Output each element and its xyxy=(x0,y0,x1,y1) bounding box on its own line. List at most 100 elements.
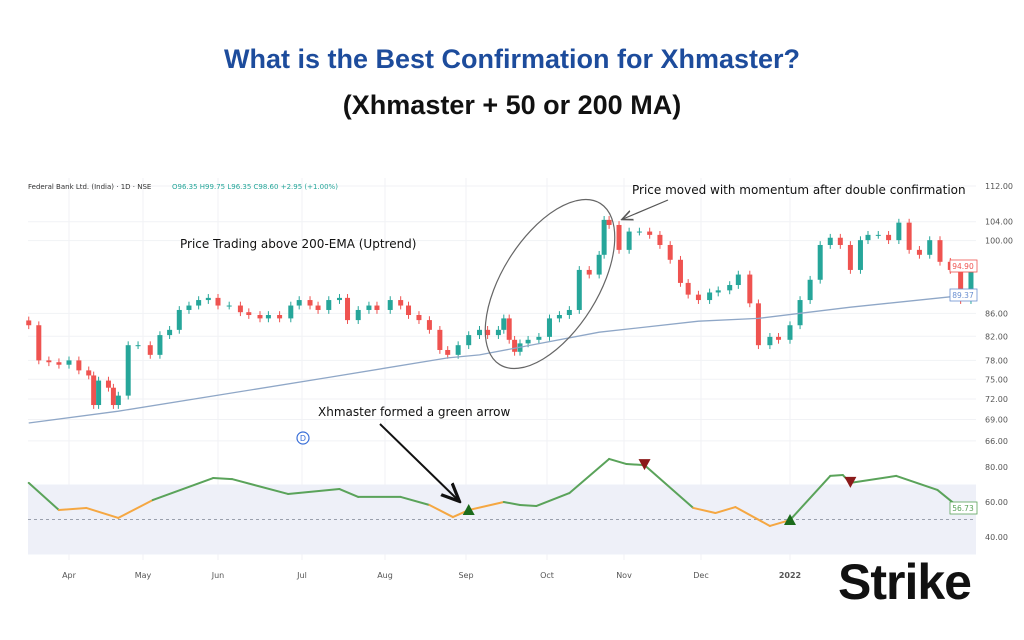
oscillator-segment xyxy=(287,488,341,495)
oscillator-segment xyxy=(535,492,571,508)
candle xyxy=(237,301,243,317)
oscillator-segment xyxy=(212,477,233,481)
candle-body xyxy=(91,375,97,406)
x-tick-label: Oct xyxy=(540,571,554,580)
annotation-momentum-arrow xyxy=(623,199,669,219)
annotation-ellipse xyxy=(484,198,616,370)
candle xyxy=(657,231,663,249)
candle-body xyxy=(406,305,412,316)
candle xyxy=(455,341,461,359)
candle xyxy=(501,314,507,334)
candle xyxy=(566,306,572,319)
x-tick-label: Jun xyxy=(211,571,225,580)
candle-body xyxy=(896,222,902,241)
oscillator-segment xyxy=(895,474,939,491)
candle xyxy=(685,279,691,299)
candle xyxy=(96,376,102,409)
x-tick-label: 2022 xyxy=(779,571,801,580)
candle xyxy=(226,301,232,310)
event-marker-icon[interactable]: D xyxy=(296,431,310,445)
candle-body xyxy=(167,329,173,336)
candle-body xyxy=(215,297,221,306)
candle-body xyxy=(797,300,803,326)
candle xyxy=(715,286,721,297)
candle xyxy=(916,246,922,259)
page-title: What is the Best Confirmation for Xhmast… xyxy=(223,44,801,74)
candle xyxy=(536,333,542,344)
candle xyxy=(817,241,823,284)
candle-body xyxy=(36,325,42,361)
candle xyxy=(755,299,761,350)
candle-body xyxy=(466,335,472,346)
candle-body xyxy=(767,336,773,346)
oscillator-segment xyxy=(692,506,717,515)
candle-body xyxy=(56,362,62,365)
candle-body xyxy=(374,305,380,310)
svg-text:89.37: 89.37 xyxy=(952,291,974,300)
svg-text:94.90: 94.90 xyxy=(952,262,974,271)
candle-body xyxy=(105,380,111,388)
candle-body xyxy=(525,339,531,344)
candle-body xyxy=(485,329,491,336)
candle xyxy=(326,296,332,314)
candle xyxy=(875,231,881,239)
candle-body xyxy=(715,290,721,293)
candle xyxy=(186,301,192,314)
candle-body xyxy=(135,345,141,347)
candle xyxy=(747,270,753,308)
candle xyxy=(147,341,153,359)
candle xyxy=(105,376,111,392)
candle xyxy=(727,281,733,295)
candles xyxy=(26,216,974,409)
candle xyxy=(387,296,393,314)
candle xyxy=(398,296,404,310)
y-tick-label: 75.00 xyxy=(985,375,1008,384)
candle-body xyxy=(76,360,82,371)
candle-body xyxy=(265,315,271,319)
candle xyxy=(776,333,782,344)
candle-body xyxy=(46,360,52,363)
y-tick-label: 112.00 xyxy=(985,182,1013,191)
sell-arrow-icon xyxy=(638,459,651,471)
candle-body xyxy=(477,329,482,336)
candle-body xyxy=(755,303,761,346)
candle xyxy=(647,227,653,239)
candle-body xyxy=(345,297,351,321)
legend-low: L96.35 xyxy=(227,183,251,191)
candle xyxy=(667,241,673,264)
candle xyxy=(546,314,552,341)
oscillator-segment xyxy=(568,457,611,495)
candle xyxy=(296,296,302,310)
candle xyxy=(797,296,803,330)
candle-body xyxy=(506,318,512,340)
oscillator-segment xyxy=(502,501,521,506)
candle xyxy=(485,326,491,339)
candle-body xyxy=(576,269,582,310)
candle xyxy=(56,358,62,369)
oscillator-y-tick-label: 80.00 xyxy=(985,463,1008,472)
candle xyxy=(246,308,252,319)
candle-body xyxy=(257,315,263,319)
candle-body xyxy=(937,240,943,262)
candle xyxy=(707,288,713,304)
legend-change: +2.95 (+1.00%) xyxy=(281,183,339,191)
candle-body xyxy=(536,336,542,340)
candle xyxy=(288,301,294,323)
y-tick-label: 78.00 xyxy=(985,356,1008,365)
y-axis: 112.00 104.00 100.00 86.00 82.00 78.00 75.00 72… xyxy=(985,182,1013,542)
candle xyxy=(307,296,313,310)
candle-body xyxy=(817,244,823,280)
candle-body xyxy=(426,320,432,330)
candle xyxy=(437,326,443,354)
candle-body xyxy=(626,231,632,250)
candle xyxy=(115,391,121,409)
ema-value-label: 89.37 xyxy=(949,288,978,302)
y-tick-label: 104.00 xyxy=(985,218,1013,227)
y-tick-label: 82.00 xyxy=(985,332,1008,341)
oscillator-segment xyxy=(608,457,628,466)
x-tick-label: Aug xyxy=(377,571,393,580)
candle-body xyxy=(237,305,243,313)
candle xyxy=(135,341,141,350)
candle xyxy=(906,218,912,254)
candle-body xyxy=(556,315,562,319)
